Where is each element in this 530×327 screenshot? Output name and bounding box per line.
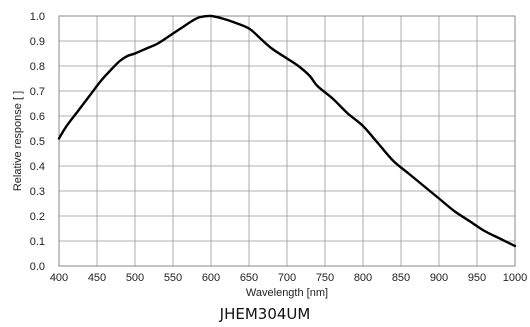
y-axis-label: Relative response [ ] — [12, 91, 24, 191]
tick-labels: 400 450 500 550 600 650 700 750 800 850 900 950 1000… — [30, 11, 528, 284]
camera-model-caption: JHEM304UM — [219, 305, 311, 323]
x-tick-label: 500 — [126, 272, 144, 284]
y-tick-label: 0.4 — [30, 161, 45, 173]
x-tick-label: 450 — [88, 272, 106, 284]
spectral-response-chart: 400 450 500 550 600 650 700 750 800 850 900 950 1000… — [12, 11, 528, 299]
x-tick-label: 800 — [354, 272, 372, 284]
y-tick-label: 0.5 — [30, 136, 45, 148]
y-tick-label: 0.0 — [30, 261, 45, 273]
x-tick-label: 750 — [316, 272, 334, 284]
y-tick-label: 0.8 — [30, 61, 45, 73]
x-tick-label: 550 — [164, 272, 182, 284]
y-tick-label: 0.7 — [30, 86, 45, 98]
series-line — [57, 14, 517, 248]
y-tick-label: 0.6 — [30, 111, 45, 123]
x-tick-label: 900 — [430, 272, 448, 284]
x-tick-label: 650 — [240, 272, 258, 284]
grid-lines — [58, 15, 516, 267]
x-tick-label: 700 — [278, 272, 296, 284]
y-tick-label: 0.1 — [30, 236, 45, 248]
y-tick-label: 1.0 — [30, 11, 45, 23]
x-tick-label: 950 — [468, 272, 486, 284]
plot-frame — [58, 15, 516, 267]
x-tick-label: 400 — [50, 272, 68, 284]
y-tick-label: 0.3 — [30, 186, 45, 198]
y-tick-label: 0.9 — [30, 36, 45, 48]
x-tick-label: 600 — [202, 272, 220, 284]
x-tick-label: 850 — [392, 272, 410, 284]
x-axis-label: Wavelength [nm] — [246, 287, 328, 299]
y-tick-label: 0.2 — [30, 211, 45, 223]
x-tick-label: 1000 — [503, 272, 527, 284]
